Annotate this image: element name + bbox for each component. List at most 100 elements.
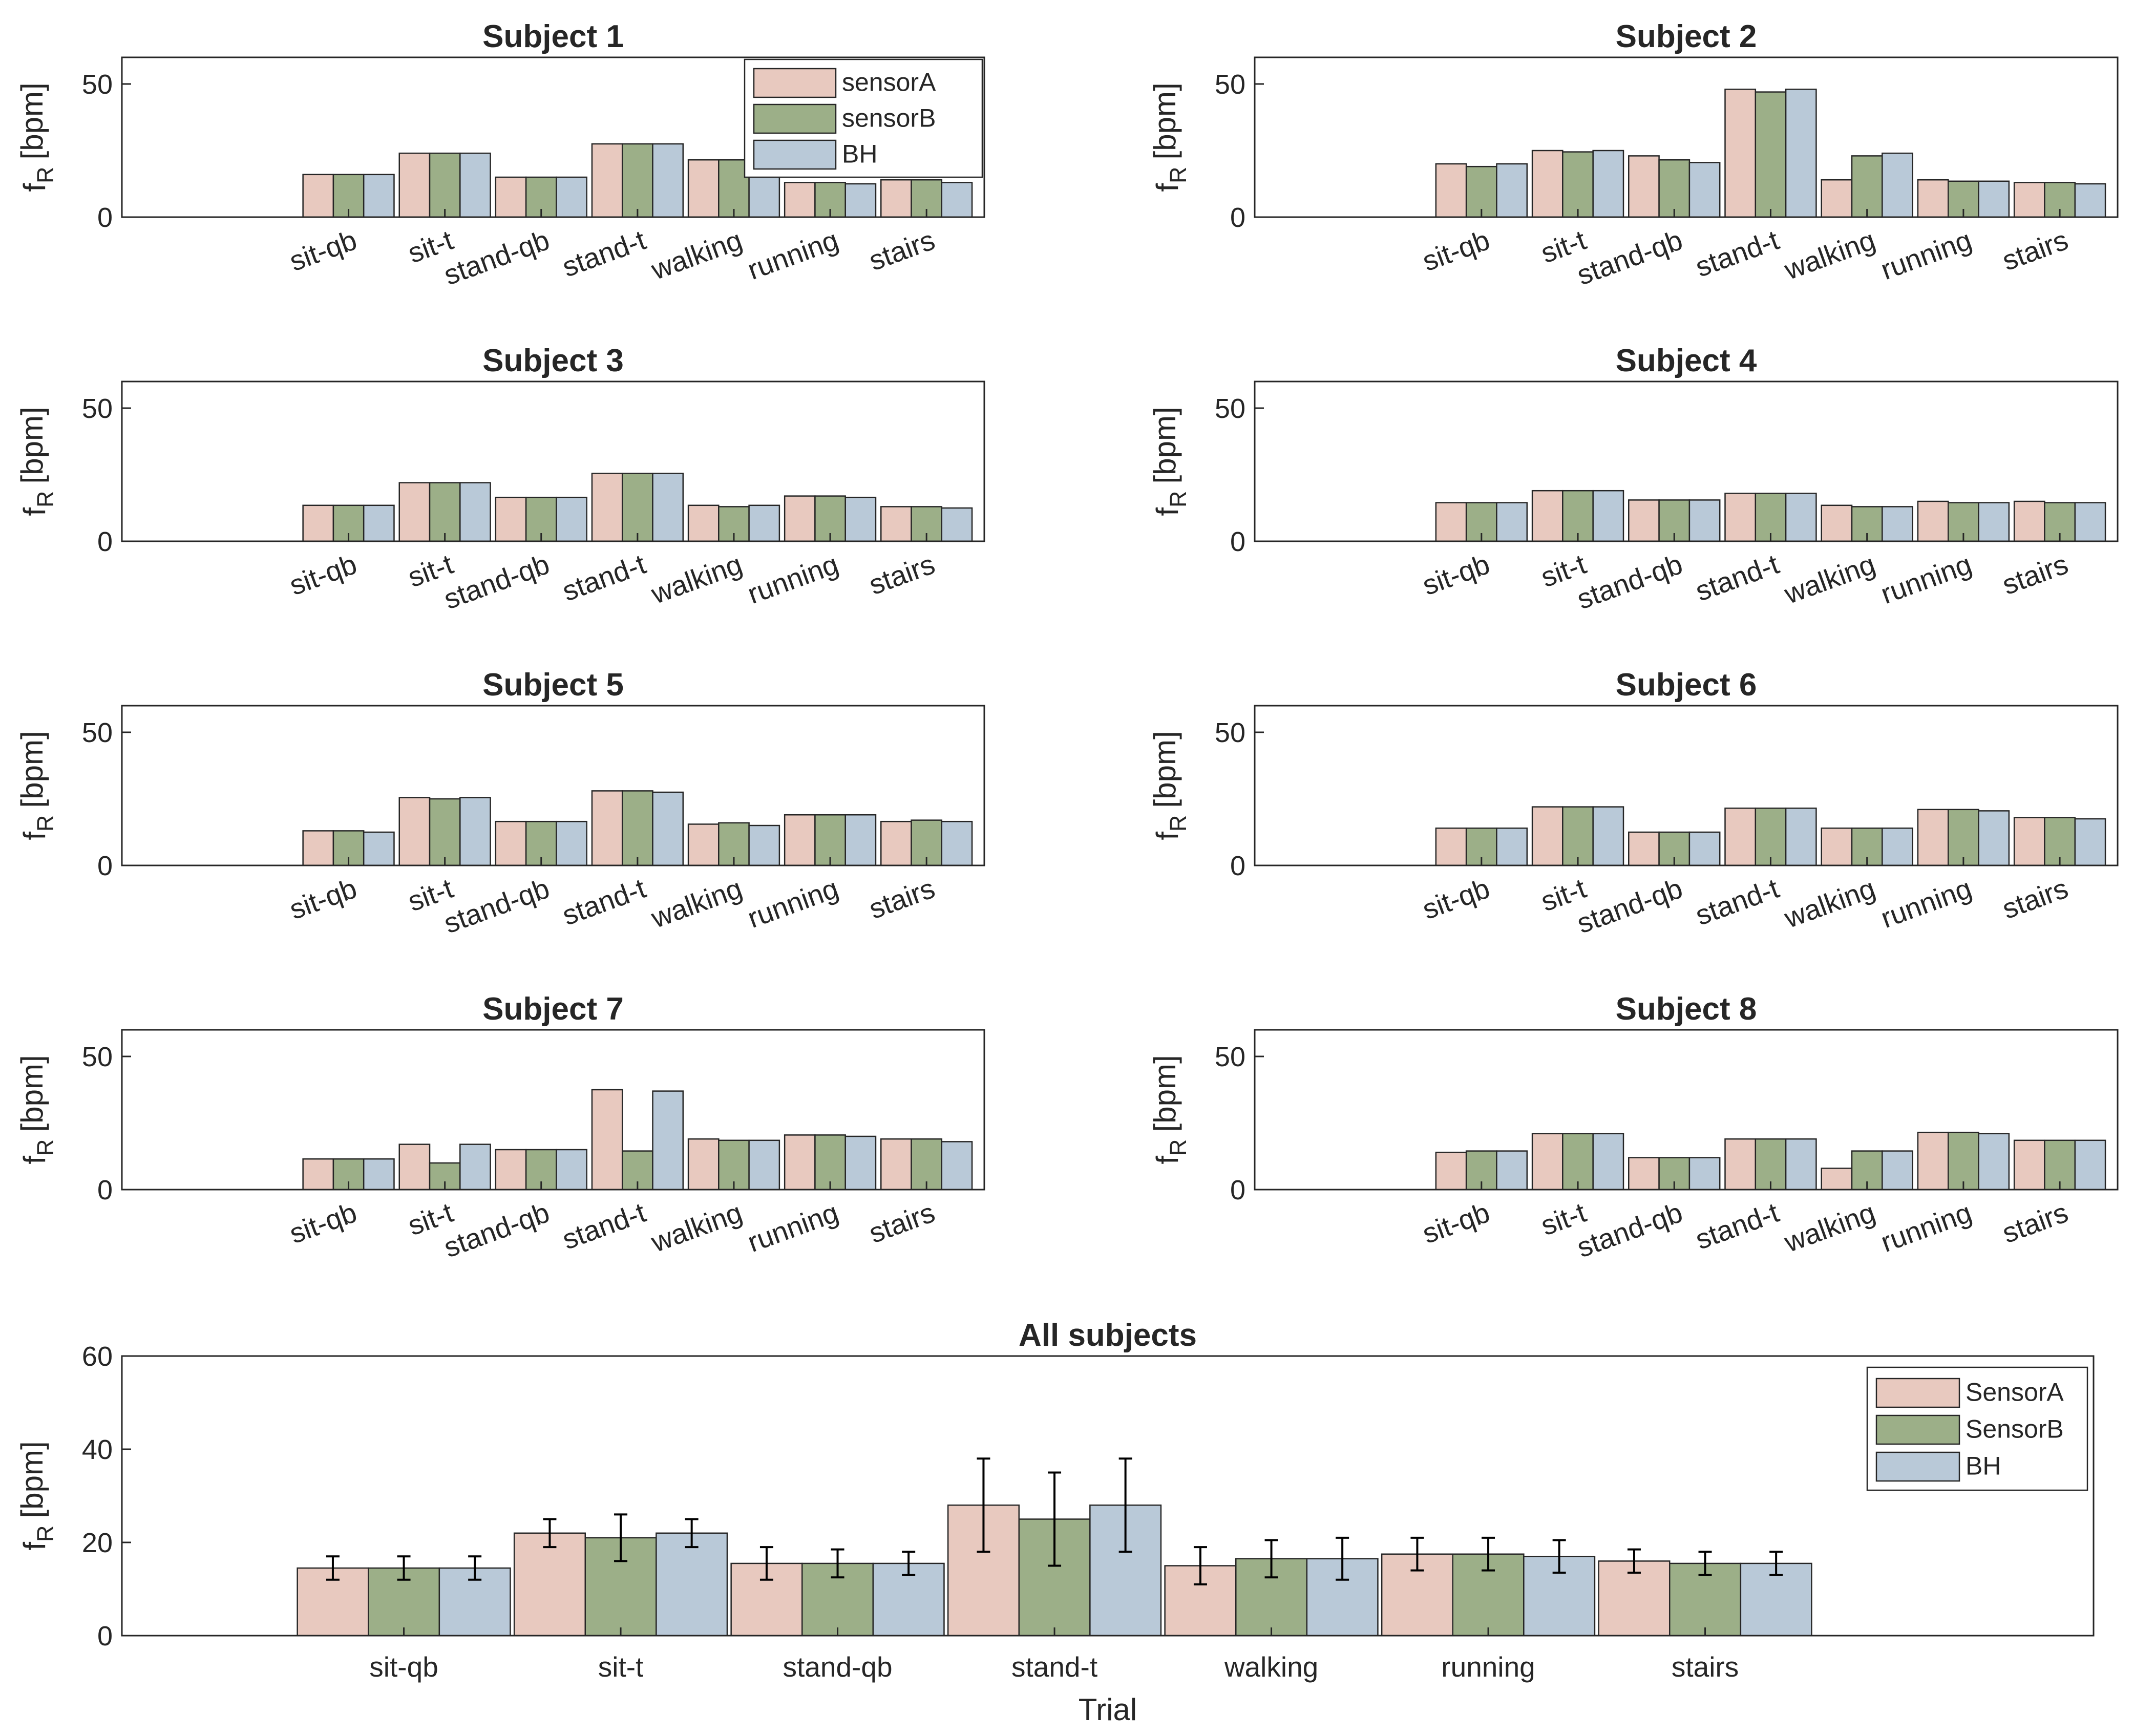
- x-tick-label-stand-qb: stand-qb: [440, 1196, 554, 1263]
- y-axis-label-subscript: R: [32, 166, 58, 183]
- x-tick-label-walking: walking: [1780, 1196, 1879, 1258]
- y-axis-label-unit: [bpm]: [15, 1055, 49, 1132]
- bar-BH-stairs: [2074, 183, 2106, 218]
- bar-sensorA-walking: [687, 823, 720, 866]
- bar-BH-sit-t: [1592, 806, 1624, 866]
- x-tick-label-sit-qb: sit-qb: [285, 548, 361, 601]
- axes-box: [1254, 380, 2119, 542]
- bar-sensorA-stand-t: [1724, 89, 1757, 218]
- bar-sensorA-stairs: [880, 179, 912, 218]
- bar-BH-sit-t: [1592, 1133, 1624, 1191]
- legend-swatch-1: [753, 103, 837, 134]
- y-axis-label-unit: [bpm]: [1148, 407, 1182, 483]
- legend: sensorA sensorB BH: [744, 58, 983, 178]
- y-axis-label: fR [bpm]: [15, 1055, 58, 1164]
- subplot-title: Subject 7: [482, 991, 624, 1027]
- bar-BH-sit-t: [459, 482, 491, 542]
- y-axis-label-main: f: [17, 1156, 52, 1165]
- bar-BH-walking: [748, 1139, 780, 1191]
- bar-sensorA-sit-t: [1531, 1133, 1563, 1191]
- bar-sensorB-stairs: [2044, 1139, 2076, 1191]
- bar-BH-sit-qb: [363, 174, 395, 218]
- bar-BH-running: [844, 496, 877, 542]
- y-axis-label-main: f: [17, 507, 52, 516]
- axes-box: [121, 56, 985, 218]
- bar-BH-running: [844, 814, 877, 866]
- bar-sensorA-stand-t: [1724, 1138, 1757, 1191]
- axes-box: [1254, 56, 2119, 218]
- y-tick-label-0: 0: [1230, 526, 1245, 557]
- bar-BH-stand-t: [652, 1090, 684, 1191]
- bar-sensorB-sit-t: [1562, 490, 1594, 542]
- x-tick-label-sit-qb: sit-qb: [285, 1196, 361, 1250]
- bar-BH-stairs: [941, 507, 973, 542]
- bar-BH-stand-t: [1785, 89, 1817, 218]
- x-tick-label-running: running: [1876, 224, 1976, 286]
- x-tick-label-walking: walking: [1224, 1651, 1318, 1683]
- bar-BH-walking: [1882, 1150, 1913, 1191]
- bar-BH-sit-t: [656, 1532, 728, 1637]
- x-tick-label-walking: walking: [1780, 224, 1879, 286]
- x-tick-label-stand-qb: stand-qb: [1573, 1196, 1686, 1263]
- bar-BH-stand-t: [1785, 807, 1817, 866]
- x-tick-label-walking: walking: [647, 224, 747, 286]
- x-tick-label-stand-qb: stand-qb: [440, 872, 554, 939]
- y-tick-label-0: 0: [97, 1175, 113, 1205]
- bar-BH-sit-qb: [1496, 1150, 1528, 1191]
- y-tick-label-50: 50: [82, 393, 113, 424]
- bar-sensorA-stand-t: [591, 143, 623, 218]
- y-axis-label-main: f: [1150, 1156, 1185, 1165]
- bar-sensorB-running: [1947, 1131, 1979, 1191]
- y-axis-label: fR [bpm]: [15, 731, 58, 840]
- y-axis-label: fR [bpm]: [1148, 1055, 1191, 1164]
- y-axis-label-subscript: R: [1165, 815, 1191, 832]
- subplot-title: Subject 5: [482, 667, 624, 703]
- bar-sensorB-stand-t: [621, 143, 653, 218]
- x-tick-label-stairs: stairs: [1998, 1196, 2073, 1249]
- bar-BH-running: [844, 1135, 877, 1191]
- x-tick-label-stand-qb: stand-qb: [783, 1651, 893, 1683]
- bar-sensorB-stand-t: [621, 473, 653, 542]
- bar-BH-stand-qb: [1688, 162, 1721, 218]
- x-tick-label-sit-qb: sit-qb: [285, 224, 361, 277]
- axes-box: [121, 380, 985, 542]
- bar-sensorB-sit-t: [429, 152, 461, 218]
- bar-BH-stand-t: [652, 791, 684, 866]
- bar-BH-stand-qb: [1688, 831, 1721, 866]
- x-tick-label-stairs: stairs: [865, 1196, 939, 1249]
- bar-sensorA-stairs: [880, 1138, 912, 1191]
- bar-sensorA-walking: [1821, 827, 1853, 866]
- y-axis-label: fR [bpm]: [15, 407, 58, 516]
- y-tick-label-50: 50: [82, 69, 113, 100]
- x-tick-label-stand-qb: stand-qb: [440, 224, 554, 291]
- y-axis-label: fR [bpm]: [1148, 731, 1191, 840]
- x-tick-label-stand-t: stand-t: [558, 872, 650, 931]
- x-tick-label-stairs: stairs: [1998, 224, 2073, 277]
- bar-sensorA-running: [784, 495, 816, 542]
- y-axis-label-unit: [bpm]: [15, 1441, 49, 1518]
- y-tick-label-20: 20: [82, 1528, 113, 1558]
- bar-sensorB-stand-t: [1755, 1138, 1787, 1191]
- x-tick-label-stairs: stairs: [865, 548, 939, 601]
- x-tick-label-stand-qb: stand-qb: [1573, 548, 1686, 615]
- bar-sensorA-running: [1917, 500, 1949, 542]
- x-tick-label-stand-qb: stand-qb: [1573, 872, 1686, 939]
- bar-BH-sit-qb: [363, 831, 395, 866]
- bar-BH-walking: [748, 824, 780, 866]
- bar-BH-sit-t: [1592, 490, 1624, 542]
- y-axis-label: fR [bpm]: [1148, 407, 1191, 516]
- bar-sensorA-stand-qb: [1628, 499, 1660, 542]
- bar-sensorA-stairs: [2013, 500, 2045, 542]
- bar-sensorA-stairs: [880, 820, 912, 866]
- y-axis-label-main: f: [1150, 832, 1185, 840]
- bar-BH-sit-t: [459, 797, 491, 866]
- y-axis-label-subscript: R: [32, 815, 58, 832]
- x-tick-label-stand-t: stand-t: [1691, 224, 1783, 283]
- y-axis-label-subscript: R: [32, 1139, 58, 1156]
- subplot-title: Subject 3: [482, 343, 624, 378]
- bar-sensorA-sit-t: [398, 482, 431, 542]
- y-axis-label-subscript: R: [32, 1525, 58, 1542]
